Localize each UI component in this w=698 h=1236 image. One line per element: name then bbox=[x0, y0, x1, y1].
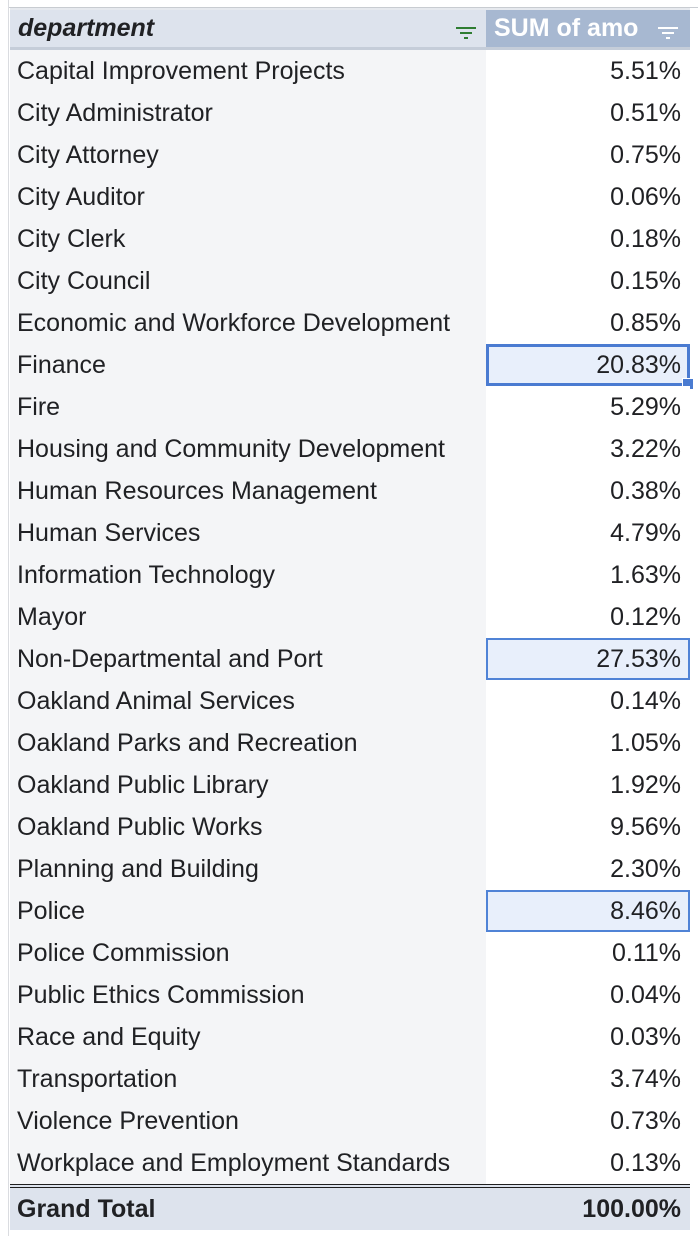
value-cell[interactable]: 1.63% bbox=[486, 554, 690, 596]
value-cell[interactable]: 0.06% bbox=[486, 176, 690, 218]
table-row: Fire 5.29% bbox=[10, 386, 690, 428]
table-row: Economic and Workforce Development 0.85% bbox=[10, 302, 690, 344]
table-row: City Clerk 0.18% bbox=[10, 218, 690, 260]
value-cell[interactable]: 1.05% bbox=[486, 722, 690, 764]
department-cell[interactable]: Economic and Workforce Development bbox=[10, 308, 486, 338]
department-cell[interactable]: City Auditor bbox=[10, 182, 486, 212]
value-text: 20.83% bbox=[596, 351, 681, 379]
department-cell[interactable]: Planning and Building bbox=[10, 854, 486, 884]
table-row: Finance 20.83% bbox=[10, 344, 694, 390]
highlighted-value-cell[interactable]: 27.53% bbox=[486, 638, 690, 680]
department-cell[interactable]: Fire bbox=[10, 392, 486, 422]
table-row: Oakland Animal Services 0.14% bbox=[10, 680, 690, 722]
department-cell[interactable]: Police bbox=[10, 896, 486, 926]
pivot-table: department SUM of amo bbox=[10, 8, 694, 1230]
filter-icon[interactable] bbox=[454, 20, 478, 39]
table-row: City Council 0.15% bbox=[10, 260, 690, 302]
sum-header-label: SUM of amo bbox=[494, 14, 639, 42]
department-cell[interactable]: Mayor bbox=[10, 602, 486, 632]
pivot-rows: Capital Improvement Projects 5.51% City … bbox=[10, 50, 694, 1184]
value-cell[interactable]: 0.11% bbox=[486, 932, 690, 974]
department-cell[interactable]: Oakland Parks and Recreation bbox=[10, 728, 486, 758]
department-cell[interactable]: Oakland Public Works bbox=[10, 812, 486, 842]
department-cell[interactable]: Human Resources Management bbox=[10, 476, 486, 506]
highlighted-value-cell[interactable]: 8.46% bbox=[486, 890, 690, 932]
department-cell[interactable]: Police Commission bbox=[10, 938, 486, 968]
department-cell[interactable]: Non-Departmental and Port bbox=[10, 644, 486, 674]
value-cell[interactable]: 0.13% bbox=[486, 1142, 690, 1184]
table-row: Oakland Parks and Recreation 1.05% bbox=[10, 722, 690, 764]
table-row: Public Ethics Commission 0.04% bbox=[10, 974, 690, 1016]
table-row: Mayor 0.12% bbox=[10, 596, 690, 638]
value-cell[interactable]: 0.51% bbox=[486, 92, 690, 134]
department-cell[interactable]: Finance bbox=[10, 350, 486, 380]
table-row: Oakland Public Works 9.56% bbox=[10, 806, 690, 848]
value-cell[interactable]: 0.75% bbox=[486, 134, 690, 176]
sum-header-cell[interactable]: SUM of amo bbox=[486, 10, 690, 47]
department-cell[interactable]: City Council bbox=[10, 266, 486, 296]
table-row: Police 8.46% bbox=[10, 890, 690, 932]
table-row: Non-Departmental and Port 27.53% bbox=[10, 638, 690, 680]
value-cell[interactable]: 3.22% bbox=[486, 428, 690, 470]
grid-top-border bbox=[0, 0, 698, 8]
value-cell[interactable]: 0.04% bbox=[486, 974, 690, 1016]
value-cell[interactable]: 0.85% bbox=[486, 302, 690, 344]
grand-total-value[interactable]: 100.00% bbox=[582, 1194, 681, 1223]
value-cell[interactable]: 1.92% bbox=[486, 764, 690, 806]
department-cell[interactable]: City Clerk bbox=[10, 224, 486, 254]
department-header-label: department bbox=[18, 14, 155, 42]
department-cell[interactable]: Race and Equity bbox=[10, 1022, 486, 1052]
department-cell[interactable]: Workplace and Employment Standards bbox=[10, 1148, 486, 1178]
pivot-header-row: department SUM of amo bbox=[10, 8, 690, 50]
department-cell[interactable]: City Attorney bbox=[10, 140, 486, 170]
table-row: City Administrator 0.51% bbox=[10, 92, 690, 134]
table-row: Capital Improvement Projects 5.51% bbox=[10, 50, 690, 92]
table-row: Workplace and Employment Standards 0.13% bbox=[10, 1142, 690, 1184]
table-row: Planning and Building 2.30% bbox=[10, 848, 690, 890]
value-cell[interactable]: 0.03% bbox=[486, 1016, 690, 1058]
grid-left-border bbox=[0, 0, 9, 1236]
table-row: Race and Equity 0.03% bbox=[10, 1016, 690, 1058]
value-cell[interactable]: 0.15% bbox=[486, 260, 690, 302]
value-cell[interactable]: 0.73% bbox=[486, 1100, 690, 1142]
value-cell[interactable]: 5.29% bbox=[486, 386, 690, 428]
value-cell[interactable]: 0.14% bbox=[486, 680, 690, 722]
value-cell[interactable]: 5.51% bbox=[486, 50, 690, 92]
value-cell[interactable]: 2.30% bbox=[486, 848, 690, 890]
department-cell[interactable]: Human Services bbox=[10, 518, 486, 548]
department-cell[interactable]: Housing and Community Development bbox=[10, 434, 486, 464]
department-cell[interactable]: Transportation bbox=[10, 1064, 486, 1094]
table-row: City Attorney 0.75% bbox=[10, 134, 690, 176]
table-row: Oakland Public Library 1.92% bbox=[10, 764, 690, 806]
table-row: Housing and Community Development 3.22% bbox=[10, 428, 690, 470]
table-row: Violence Prevention 0.73% bbox=[10, 1100, 690, 1142]
value-cell[interactable]: 3.74% bbox=[486, 1058, 690, 1100]
selected-value-cell[interactable]: 20.83% bbox=[486, 344, 694, 390]
department-cell[interactable]: Public Ethics Commission bbox=[10, 980, 486, 1010]
grand-total-row: Grand Total 100.00% bbox=[10, 1184, 690, 1230]
table-row: Police Commission 0.11% bbox=[10, 932, 690, 974]
value-cell[interactable]: 0.38% bbox=[486, 470, 690, 512]
table-row: City Auditor 0.06% bbox=[10, 176, 690, 218]
table-row: Human Services 4.79% bbox=[10, 512, 690, 554]
filter-icon[interactable] bbox=[656, 20, 680, 39]
table-row: Transportation 3.74% bbox=[10, 1058, 690, 1100]
department-cell[interactable]: City Administrator bbox=[10, 98, 486, 128]
value-cell[interactable]: 4.79% bbox=[486, 512, 690, 554]
value-cell[interactable]: 0.12% bbox=[486, 596, 690, 638]
grand-total-label[interactable]: Grand Total bbox=[17, 1194, 156, 1223]
department-cell[interactable]: Violence Prevention bbox=[10, 1106, 486, 1136]
department-header-cell[interactable]: department bbox=[10, 10, 486, 47]
table-row: Information Technology 1.63% bbox=[10, 554, 690, 596]
department-cell[interactable]: Oakland Public Library bbox=[10, 770, 486, 800]
value-cell[interactable]: 9.56% bbox=[486, 806, 690, 848]
department-cell[interactable]: Information Technology bbox=[10, 560, 486, 590]
table-row: Human Resources Management 0.38% bbox=[10, 470, 690, 512]
department-cell[interactable]: Oakland Animal Services bbox=[10, 686, 486, 716]
value-cell[interactable]: 0.18% bbox=[486, 218, 690, 260]
department-cell[interactable]: Capital Improvement Projects bbox=[10, 56, 486, 86]
